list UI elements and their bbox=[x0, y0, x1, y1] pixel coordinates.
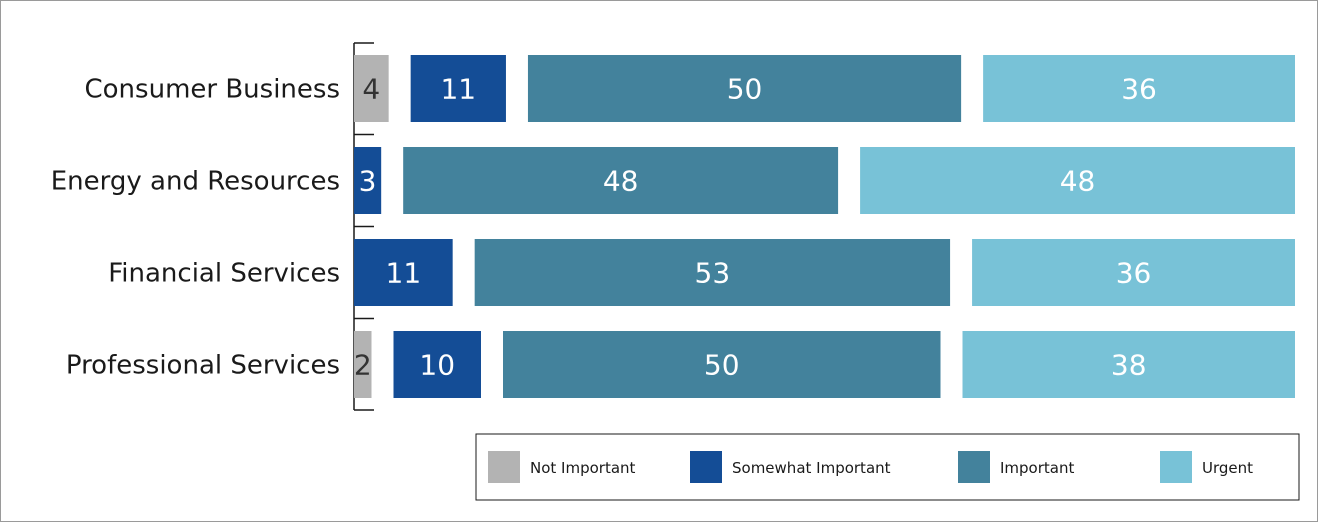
data-label-energy-and-resources-important: 48 bbox=[603, 165, 639, 198]
category-label-financial-services: Financial Services bbox=[108, 259, 340, 289]
legend-swatch-somewhat-important bbox=[690, 451, 722, 483]
bar-energy-and-resources-somewhat-important bbox=[354, 147, 382, 214]
legend-label-urgent: Urgent bbox=[1202, 459, 1253, 477]
data-label-energy-and-resources-urgent: 48 bbox=[1060, 165, 1096, 198]
labels-group: Consumer Business 4 11 50 36 Energy and Resou… bbox=[51, 73, 1157, 382]
data-label-consumer-business-not-important: 4 bbox=[362, 73, 380, 106]
bars-group bbox=[354, 55, 1295, 398]
data-label-financial-services-important: 53 bbox=[695, 257, 731, 290]
data-label-energy-and-resources-somewhat-important: 3 bbox=[359, 165, 377, 198]
legend-label-important: Important bbox=[1000, 459, 1074, 477]
legend-swatch-urgent bbox=[1160, 451, 1192, 483]
data-label-consumer-business-urgent: 36 bbox=[1121, 73, 1157, 106]
legend-label-not-important: Not Important bbox=[530, 459, 636, 477]
data-label-consumer-business-important: 50 bbox=[727, 73, 763, 106]
data-label-professional-services-somewhat-important: 10 bbox=[419, 349, 455, 382]
bar-consumer-business-somewhat-important bbox=[410, 55, 506, 122]
legend-swatch-important bbox=[958, 451, 990, 483]
legend-swatch-not-important bbox=[488, 451, 520, 483]
bar-professional-services-not-important bbox=[354, 331, 372, 398]
bar-financial-services-urgent bbox=[972, 239, 1295, 306]
bar-consumer-business-urgent bbox=[983, 55, 1295, 122]
category-label-consumer-business: Consumer Business bbox=[85, 75, 341, 105]
data-label-professional-services-not-important: 2 bbox=[354, 349, 372, 382]
data-label-consumer-business-somewhat-important: 11 bbox=[440, 73, 476, 106]
data-label-financial-services-urgent: 36 bbox=[1116, 257, 1152, 290]
bar-financial-services-important bbox=[474, 239, 951, 306]
data-label-financial-services-somewhat-important: 11 bbox=[386, 257, 422, 290]
bar-consumer-business-not-important bbox=[354, 55, 389, 122]
category-label-professional-services: Professional Services bbox=[66, 351, 340, 381]
bar-energy-and-resources-important bbox=[403, 147, 839, 214]
bar-energy-and-resources-urgent bbox=[860, 147, 1295, 214]
bar-professional-services-important bbox=[503, 331, 941, 398]
data-label-professional-services-important: 50 bbox=[704, 349, 740, 382]
data-label-professional-services-urgent: 38 bbox=[1111, 349, 1147, 382]
bar-financial-services-somewhat-important bbox=[354, 239, 453, 306]
bar-professional-services-somewhat-important bbox=[393, 331, 481, 398]
legend-label-somewhat-important: Somewhat Important bbox=[732, 459, 891, 477]
legend: Not Important Somewhat Important Important… bbox=[475, 433, 1300, 501]
bar-consumer-business-important bbox=[527, 55, 962, 122]
bar-professional-services-urgent bbox=[962, 331, 1295, 398]
category-label-energy-and-resources: Energy and Resources bbox=[51, 167, 340, 197]
